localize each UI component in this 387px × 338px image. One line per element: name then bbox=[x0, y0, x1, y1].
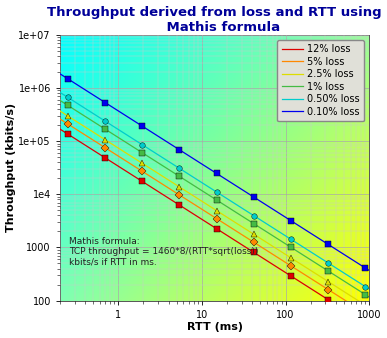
12% loss bbox=[157, 190, 161, 194]
2.5% loss bbox=[370, 308, 375, 312]
5% loss bbox=[54, 115, 58, 119]
0.50% loss bbox=[370, 289, 375, 293]
2.5% loss bbox=[54, 106, 58, 111]
1% loss bbox=[284, 242, 288, 246]
2.5% loss bbox=[253, 233, 257, 237]
Line: 5% loss: 5% loss bbox=[56, 117, 373, 318]
0.50% loss bbox=[157, 153, 161, 158]
Legend: 12% loss, 5% loss, 2.5% loss, 1% loss, 0.50% loss, 0.10% loss: 12% loss, 5% loss, 2.5% loss, 1% loss, 0… bbox=[277, 40, 364, 121]
0.10% loss bbox=[282, 215, 287, 219]
0.50% loss bbox=[284, 234, 288, 238]
2.5% loss bbox=[179, 186, 184, 190]
2.5% loss bbox=[282, 252, 287, 256]
12% loss bbox=[284, 271, 288, 275]
0.10% loss bbox=[370, 271, 375, 275]
0.50% loss bbox=[253, 215, 257, 219]
5% loss bbox=[92, 139, 96, 143]
0.10% loss bbox=[179, 149, 184, 153]
Y-axis label: Throughput (kbits/s): Throughput (kbits/s) bbox=[5, 103, 15, 232]
0.50% loss bbox=[282, 233, 287, 237]
Text: Mathis formula:
TCP throughput = 1460*8/(RTT*sqrt(loss))
kbits/s if RTT in ms.: Mathis formula: TCP throughput = 1460*8/… bbox=[69, 237, 259, 267]
0.10% loss bbox=[253, 196, 257, 200]
5% loss bbox=[179, 194, 184, 198]
0.50% loss bbox=[92, 112, 96, 116]
Line: 1% loss: 1% loss bbox=[56, 98, 373, 299]
0.50% loss bbox=[179, 168, 184, 172]
2.5% loss bbox=[284, 253, 288, 257]
Line: 0.50% loss: 0.50% loss bbox=[56, 90, 373, 291]
1% loss bbox=[54, 96, 58, 100]
5% loss bbox=[157, 180, 161, 184]
Line: 2.5% loss: 2.5% loss bbox=[56, 108, 373, 310]
1% loss bbox=[370, 297, 375, 301]
X-axis label: RTT (ms): RTT (ms) bbox=[187, 322, 243, 333]
0.10% loss bbox=[54, 69, 58, 73]
Title: Throughput derived from loss and RTT using
    Mathis formula: Throughput derived from loss and RTT usi… bbox=[47, 5, 382, 33]
5% loss bbox=[282, 260, 287, 264]
0.10% loss bbox=[157, 135, 161, 139]
1% loss bbox=[92, 120, 96, 124]
0.50% loss bbox=[54, 88, 58, 92]
5% loss bbox=[284, 261, 288, 265]
2.5% loss bbox=[92, 131, 96, 135]
1% loss bbox=[282, 241, 287, 245]
0.10% loss bbox=[92, 94, 96, 98]
0.10% loss bbox=[284, 216, 288, 220]
Line: 12% loss: 12% loss bbox=[56, 127, 373, 328]
12% loss bbox=[282, 270, 287, 274]
1% loss bbox=[179, 176, 184, 180]
Line: 0.10% loss: 0.10% loss bbox=[56, 71, 373, 273]
5% loss bbox=[253, 241, 257, 245]
1% loss bbox=[253, 222, 257, 226]
12% loss bbox=[253, 251, 257, 255]
12% loss bbox=[92, 149, 96, 153]
5% loss bbox=[370, 316, 375, 320]
12% loss bbox=[179, 204, 184, 208]
1% loss bbox=[157, 162, 161, 166]
12% loss bbox=[370, 326, 375, 330]
12% loss bbox=[54, 125, 58, 129]
2.5% loss bbox=[157, 172, 161, 176]
